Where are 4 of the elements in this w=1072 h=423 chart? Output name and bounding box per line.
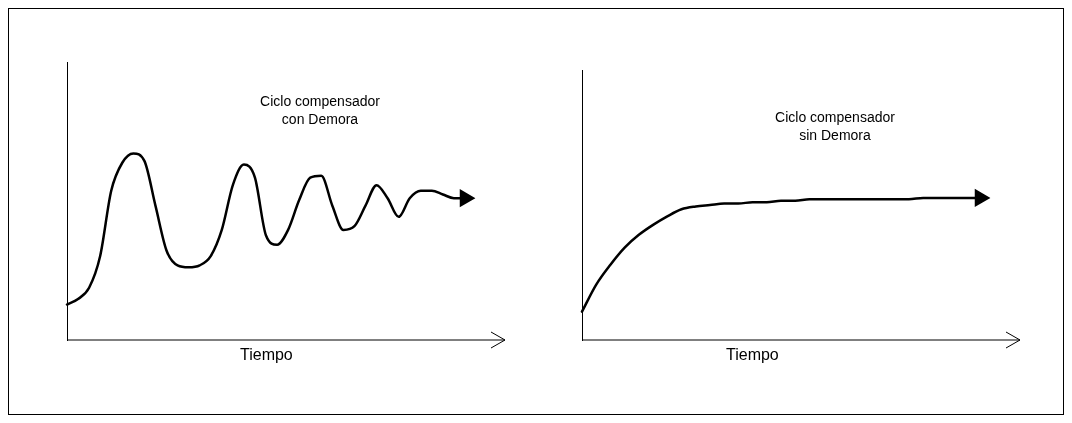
x-axis-title: Tiempo	[726, 346, 779, 364]
x-axis-title: Tiempo	[240, 346, 293, 364]
text: Ciclo compensador sin Demora	[774, 108, 896, 144]
text: Ciclo compensador con Demora	[259, 92, 381, 128]
